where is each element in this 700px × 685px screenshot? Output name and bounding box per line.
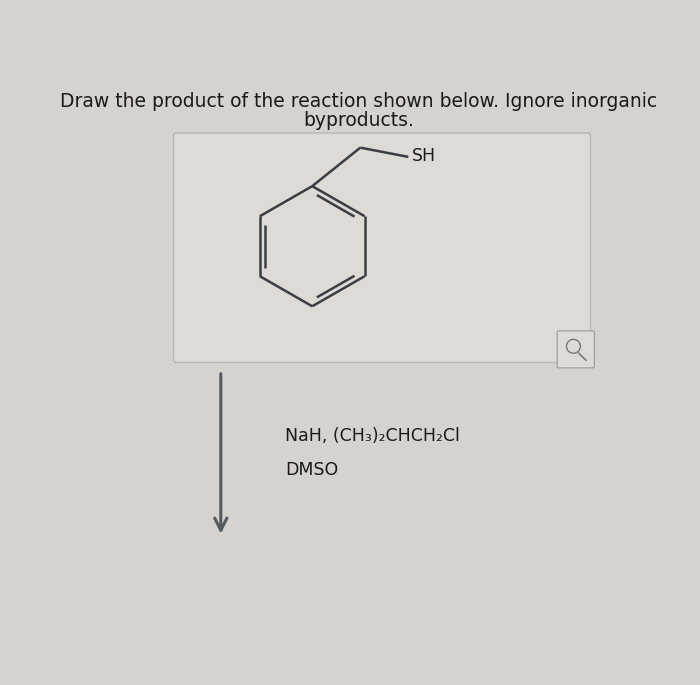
Text: DMSO: DMSO [285,460,338,479]
Text: NaH, (CH₃)₂CHCH₂Cl: NaH, (CH₃)₂CHCH₂Cl [285,427,460,445]
Text: Draw the product of the reaction shown below. Ignore inorganic: Draw the product of the reaction shown b… [60,92,657,111]
Text: SH: SH [412,147,435,165]
Text: byproducts.: byproducts. [303,111,414,130]
FancyBboxPatch shape [174,133,591,362]
FancyBboxPatch shape [557,331,594,368]
